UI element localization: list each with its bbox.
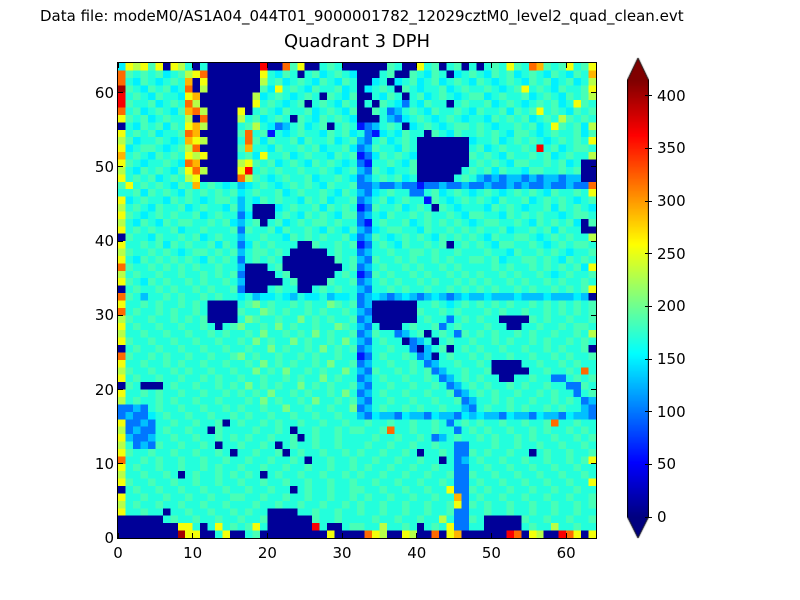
y-tick-mark (591, 389, 596, 391)
x-axis-tick-label: 10 (183, 544, 203, 562)
colorbar-tick-label: 250 (657, 244, 686, 263)
colorbar-tick-mark (645, 305, 652, 307)
heatmap-canvas (118, 63, 596, 538)
y-axis-tick-label: 30 (94, 306, 114, 325)
x-tick-mark (490, 63, 492, 68)
x-axis-tick-label: 40 (407, 544, 427, 562)
x-tick-mark (565, 63, 567, 68)
colorbar-tick-label: 0 (657, 508, 667, 526)
colorbar-tick-label: 300 (657, 192, 686, 211)
x-tick-mark (416, 63, 418, 68)
colorbar-tick-mark (645, 516, 652, 518)
y-tick-mark (591, 166, 596, 168)
colorbar-tick-mark (645, 200, 652, 202)
x-axis-tick-label: 30 (332, 544, 352, 562)
x-axis-tick-label: 0 (113, 544, 123, 562)
y-tick-mark (118, 314, 123, 316)
x-tick-mark (266, 63, 268, 68)
colorbar-tick-mark (645, 147, 652, 149)
chart-title: Quadrant 3 DPH (283, 31, 431, 52)
x-tick-mark (117, 533, 119, 538)
y-axis-tick-label: 0 (104, 529, 114, 547)
colorbar-tick-label: 50 (657, 455, 677, 474)
x-axis-tick-label: 60 (556, 544, 576, 562)
colorbar-canvas (627, 57, 649, 541)
colorbar-tick-label: 350 (657, 139, 686, 158)
y-axis-tick-label: 60 (94, 83, 114, 102)
y-tick-mark (118, 389, 123, 391)
x-axis-tick-label: 20 (257, 544, 277, 562)
heatmap-plot-area (117, 62, 597, 539)
x-axis-tick-label: 50 (481, 544, 501, 562)
colorbar-tick-mark (645, 463, 652, 465)
y-tick-mark (118, 463, 123, 465)
x-tick-mark (341, 533, 343, 538)
x-tick-mark (266, 533, 268, 538)
y-tick-mark (118, 92, 123, 94)
colorbar-tick-mark (645, 411, 652, 413)
y-tick-mark (118, 166, 123, 168)
y-tick-mark (118, 240, 123, 242)
y-tick-mark (591, 314, 596, 316)
y-tick-mark (118, 537, 123, 539)
datafile-text: Data file: modeM0/AS1A04_044T01_90000017… (40, 7, 684, 25)
y-tick-mark (591, 463, 596, 465)
x-tick-mark (490, 533, 492, 538)
y-axis-tick-label: 20 (94, 380, 114, 399)
y-tick-mark (591, 537, 596, 539)
colorbar-tick-label: 200 (657, 297, 686, 316)
colorbar-tick-label: 400 (657, 86, 686, 105)
x-tick-mark (192, 63, 194, 68)
colorbar-tick-label: 100 (657, 402, 686, 421)
y-axis-tick-label: 10 (94, 454, 114, 473)
colorbar-tick-mark (645, 358, 652, 360)
y-tick-mark (591, 240, 596, 242)
y-tick-mark (591, 92, 596, 94)
colorbar-tick-label: 150 (657, 350, 686, 369)
x-tick-mark (416, 533, 418, 538)
y-axis-tick-label: 50 (94, 157, 114, 176)
colorbar-tick-mark (645, 95, 652, 97)
x-tick-mark (117, 63, 119, 68)
x-tick-mark (192, 533, 194, 538)
x-tick-mark (341, 63, 343, 68)
y-axis-tick-label: 40 (94, 232, 114, 251)
colorbar-tick-mark (645, 253, 652, 255)
x-tick-mark (565, 533, 567, 538)
